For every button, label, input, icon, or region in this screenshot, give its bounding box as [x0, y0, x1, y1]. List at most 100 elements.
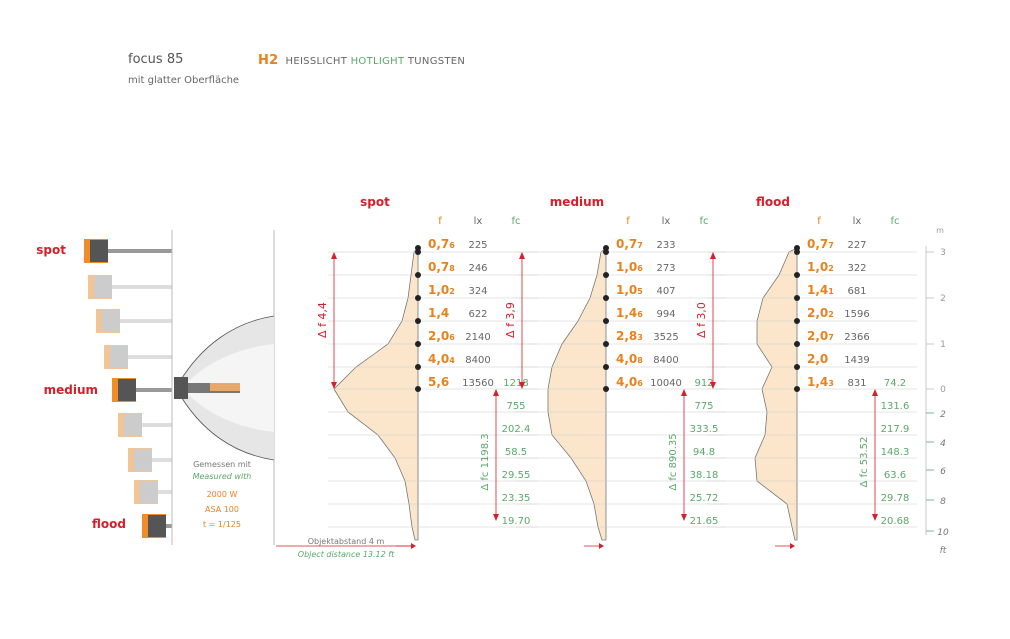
lx-value: 233 — [656, 240, 675, 251]
col-header-fc: fc — [890, 216, 899, 227]
f-value-main: 2,0 — [807, 352, 828, 366]
f-value-main: 1,4 — [807, 283, 828, 297]
measure-point — [415, 318, 421, 324]
lx-value: 3525 — [653, 332, 678, 343]
f-value-main: 1,4 — [428, 306, 449, 320]
lamp-cap — [134, 449, 152, 471]
measured-with-de: Gemessen mit — [193, 460, 251, 469]
measure-point — [415, 295, 421, 301]
f-value-main: 2,8 — [616, 329, 637, 343]
f-value: 1,05 — [616, 283, 643, 297]
lamp-stand — [120, 319, 172, 323]
measured-with-en: Measured with — [193, 472, 252, 481]
f-value-main: 1,0 — [428, 283, 449, 297]
lamp-stand — [152, 458, 172, 462]
f-value-sub: 6 — [637, 310, 643, 319]
arrow-head-down — [519, 382, 525, 389]
f-value-sub: 6 — [449, 333, 455, 342]
lx-value: 681 — [847, 286, 866, 297]
f-value-sub: 7 — [637, 241, 643, 250]
lamp-cap — [140, 481, 158, 503]
fc-value: 775 — [694, 401, 713, 412]
f-value-main: 1,0 — [616, 260, 637, 274]
f-value-sub: 6 — [449, 241, 455, 250]
f-value: 2,0 — [807, 352, 828, 366]
arrow-head-up — [331, 252, 337, 259]
lamp-cap — [90, 240, 108, 262]
fc-zero-value: 912 — [694, 378, 713, 389]
lamp-cap — [94, 276, 112, 298]
f-value: 2,02 — [807, 306, 834, 320]
lamp-cap — [110, 346, 128, 368]
col-header-fc: fc — [699, 216, 708, 227]
distance-en: Object distance 13.12 ft — [298, 550, 395, 559]
scale-label-m: 1 — [940, 340, 946, 350]
arrow-head-up — [872, 389, 878, 396]
measure-point — [603, 386, 609, 392]
fc-value: 131.6 — [881, 401, 910, 412]
fc-value: 63.6 — [884, 470, 906, 481]
beam-profile — [754, 247, 798, 541]
f-value-main: 4,0 — [428, 352, 449, 366]
f-value: 2,83 — [616, 329, 643, 343]
header: focus 85 — [128, 52, 183, 67]
f-value-main: 1,0 — [616, 283, 637, 297]
scale-label-ft: 2 — [940, 410, 946, 420]
scale-label-ft: 8 — [940, 497, 946, 507]
lamp-stand — [136, 388, 172, 392]
f-value-main: 2,0 — [807, 329, 828, 343]
fc-value: 20.68 — [881, 516, 910, 527]
fc-zero-value: 74.2 — [884, 378, 906, 389]
lamp-0 — [84, 239, 172, 263]
f-value-main: 1,4 — [616, 306, 637, 320]
lx-value: 2366 — [844, 332, 869, 343]
measure-point — [603, 341, 609, 347]
f-value-main: 5,6 — [428, 375, 449, 389]
f-value-main: 1,0 — [807, 260, 828, 274]
lamp-type-line: H2 HEISSLICHT HOTLIGHT TUNGSTEN — [258, 53, 465, 68]
measure-point — [794, 364, 800, 370]
measure-point — [415, 386, 421, 392]
f-value-main: 2,0 — [807, 306, 828, 320]
product-subtitle: mit glatter Oberfläche — [128, 75, 240, 86]
unit-ft: ft — [940, 546, 947, 556]
f-value: 1,02 — [807, 260, 834, 274]
fc-value: 25.72 — [690, 493, 719, 504]
fc-value: 333.5 — [690, 424, 719, 435]
lamp-type-en: HOTLIGHT — [350, 56, 405, 67]
lamp-label-flood: flood — [92, 517, 126, 531]
measured-shutter: t = 1/125 — [203, 520, 241, 529]
arrow-head-down — [681, 514, 687, 521]
fc-value: 19.70 — [502, 516, 531, 527]
lx-value: 1596 — [844, 309, 869, 320]
f-value-sub: 2 — [828, 264, 834, 273]
f-value-sub: 3 — [637, 333, 643, 342]
col-header-f: f — [626, 216, 630, 227]
arrow-head-up — [681, 389, 687, 396]
f-value: 1,43 — [807, 375, 834, 389]
lx-value: 831 — [847, 378, 866, 389]
measure-point — [603, 272, 609, 278]
lamp-2 — [96, 309, 172, 333]
delta-f-label: Δ f 4,4 — [316, 302, 329, 338]
fc-value: 148.3 — [881, 447, 910, 458]
f-value-sub: 8 — [637, 356, 643, 365]
measure-point — [603, 318, 609, 324]
lx-value: 10040 — [650, 378, 682, 389]
f-value-sub: 4 — [449, 356, 455, 365]
f-value: 2,07 — [807, 329, 834, 343]
panel-title: flood — [756, 195, 790, 209]
fc-value: 29.78 — [881, 493, 910, 504]
unit-m: m — [936, 226, 944, 235]
f-value-sub: 7 — [828, 333, 834, 342]
measure-point-top — [603, 245, 609, 251]
f-value-sub: 8 — [449, 264, 455, 273]
scale-label-ft: 4 — [940, 439, 946, 449]
measure-point — [415, 341, 421, 347]
measure-point — [415, 272, 421, 278]
beam-profile — [547, 247, 607, 541]
measure-point — [794, 272, 800, 278]
product-name: focus 85 — [128, 52, 184, 67]
f-value: 1,4 — [428, 306, 449, 320]
